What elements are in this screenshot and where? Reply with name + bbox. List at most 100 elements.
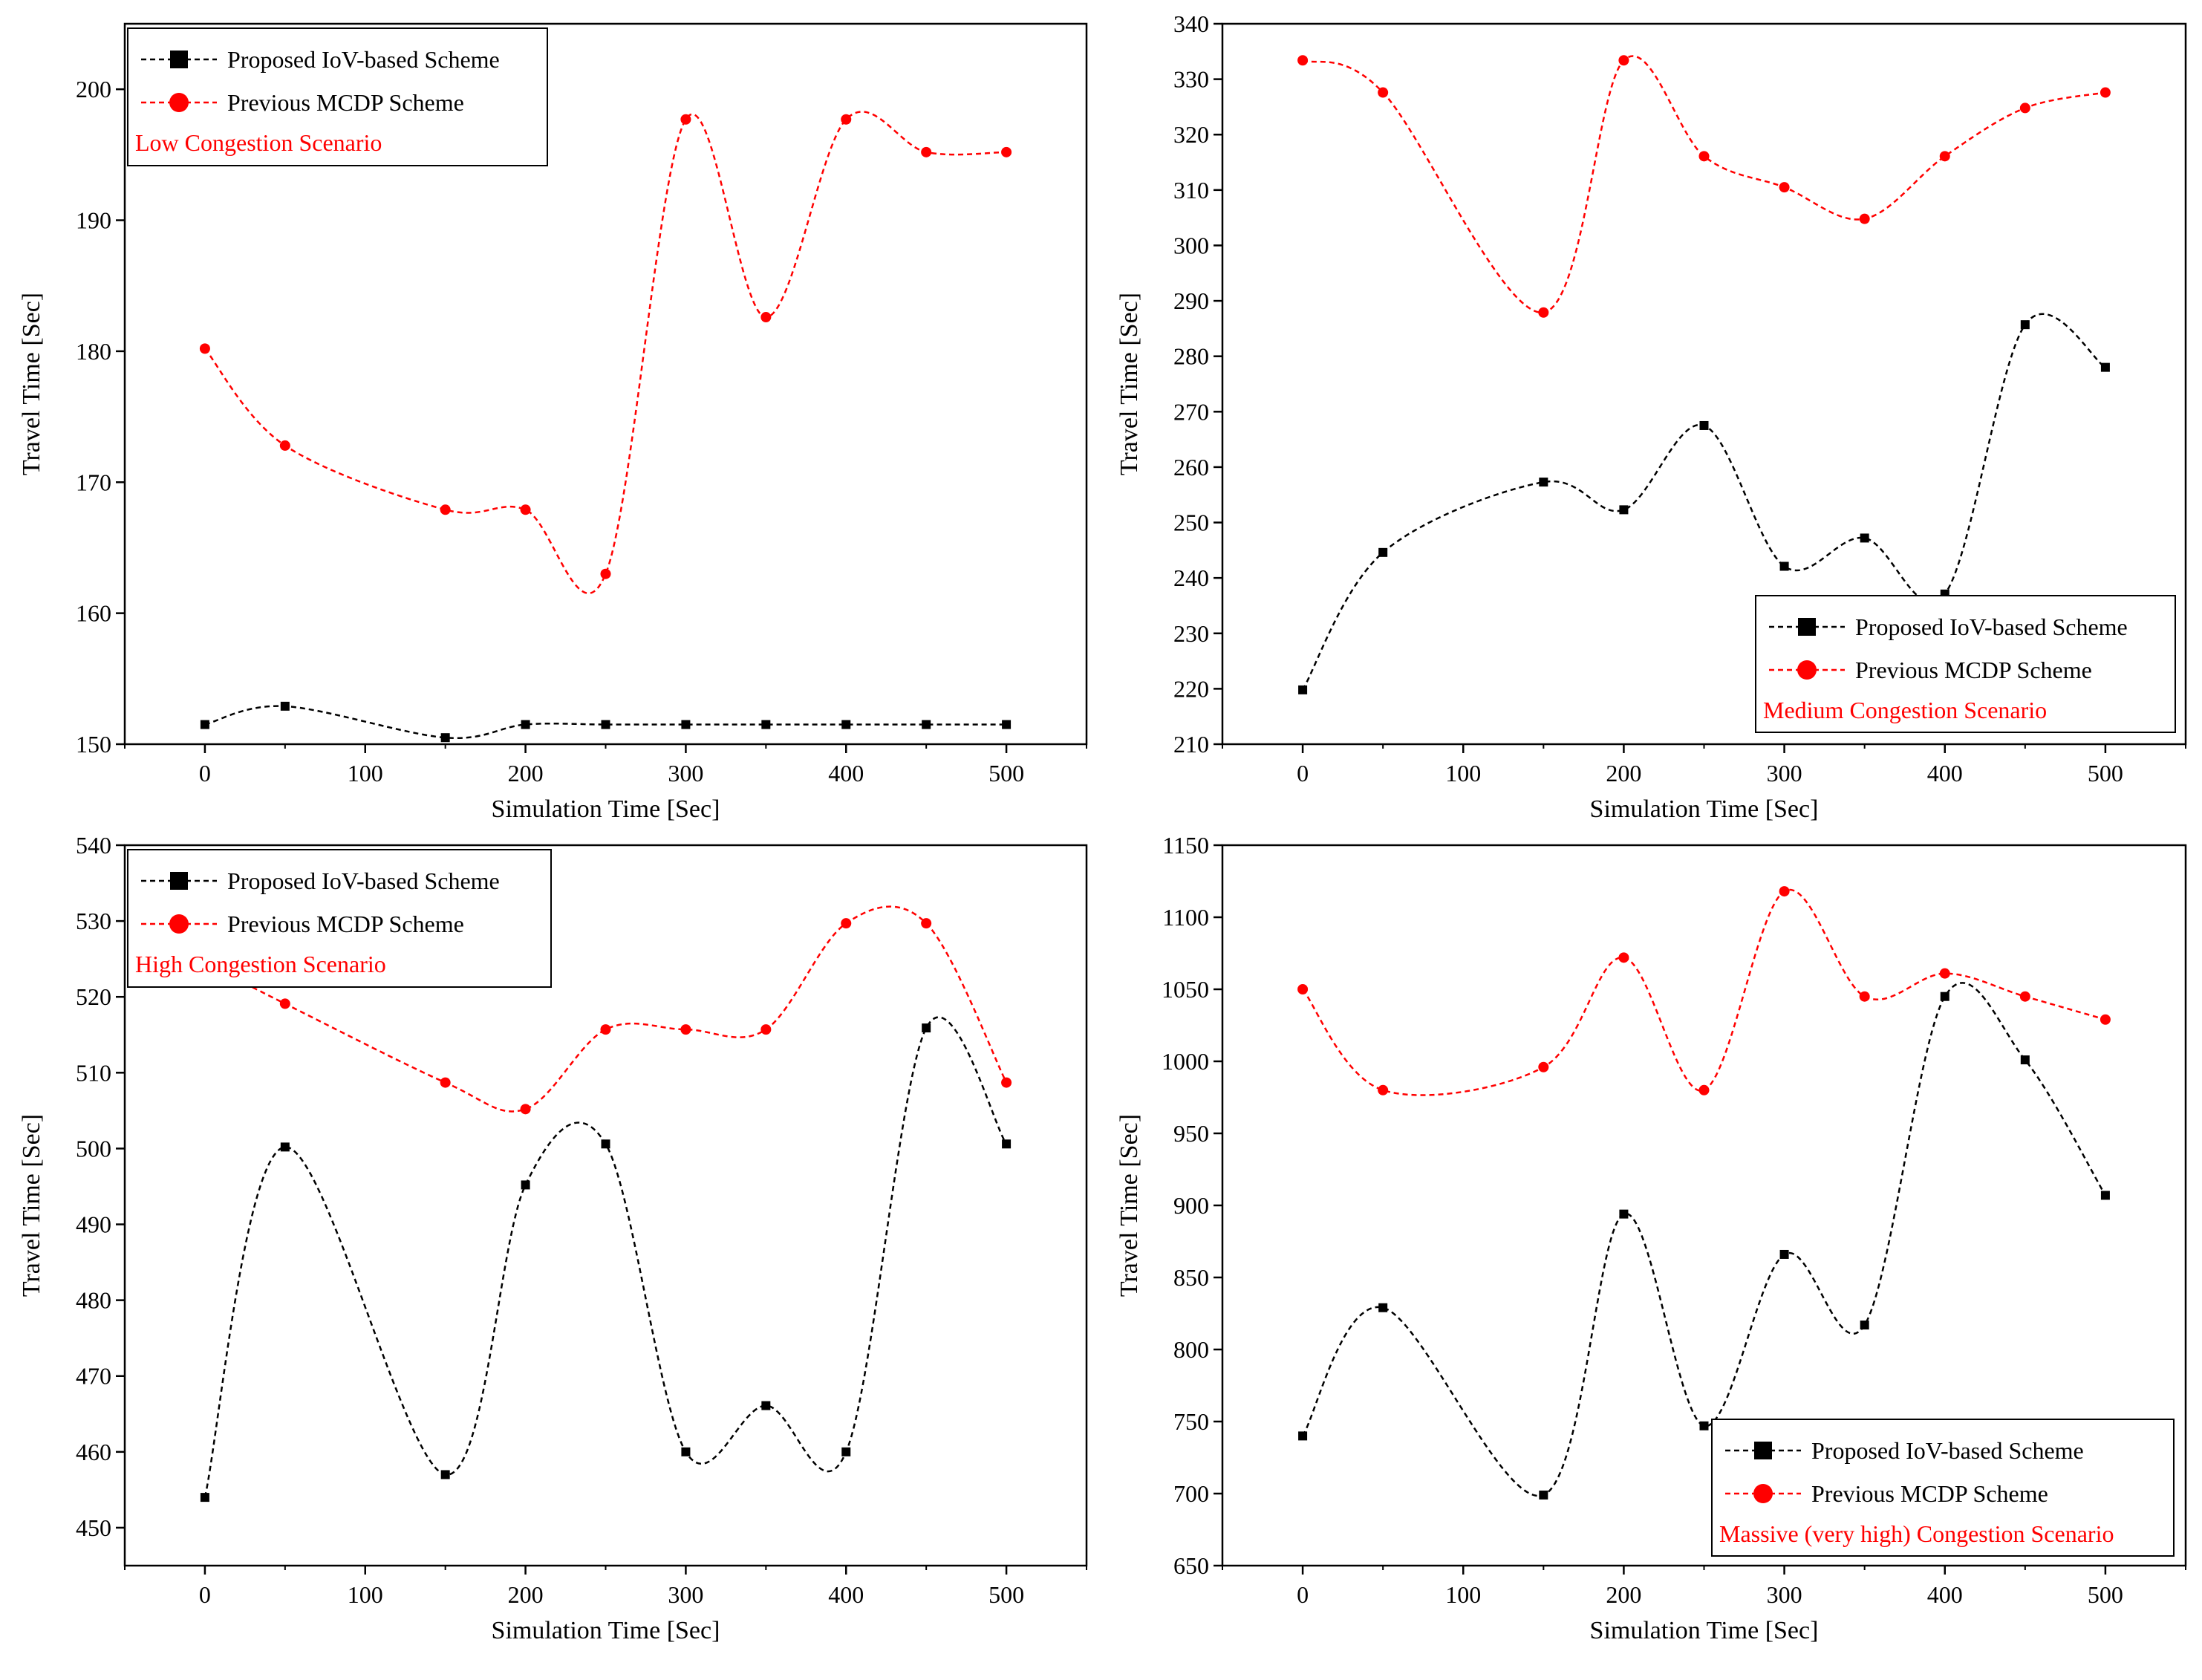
y-tick-label: 180 (76, 338, 111, 365)
data-point-proposed (1378, 1303, 1388, 1312)
data-point-previous (2019, 991, 2030, 1002)
scenario-label: High Congestion Scenario (135, 951, 386, 977)
legend-entry: Proposed IoV-based Scheme (227, 867, 500, 894)
x-tick-label: 300 (1767, 760, 1802, 787)
data-point-proposed (922, 720, 931, 729)
y-tick-label: 1000 (1162, 1048, 1209, 1075)
data-point-previous (600, 568, 611, 579)
x-tick-label: 500 (2088, 760, 2123, 787)
y-tick-label: 160 (76, 600, 111, 627)
y-tick-label: 240 (1173, 564, 1209, 591)
y-axis-label: Travel Time [Sec] (1115, 293, 1143, 475)
x-axis-label: Simulation Time [Sec] (492, 1617, 720, 1644)
series-line-proposed (1302, 982, 2106, 1497)
data-point-previous (1859, 991, 1870, 1002)
y-tick-label: 170 (76, 469, 111, 495)
y-tick-label: 900 (1173, 1192, 1209, 1219)
series-line-previous (1302, 888, 2106, 1096)
data-point-previous (520, 504, 531, 515)
data-point-previous (1779, 886, 1790, 897)
y-tick-label: 150 (76, 731, 111, 758)
data-point-proposed (1940, 992, 1949, 1001)
x-tick-label: 500 (988, 1581, 1024, 1608)
chart-panel-1: 0 100 200 300 400 500 150 160 170 180 190 200 Simula… (18, 22, 1088, 823)
data-point-proposed (2100, 362, 2110, 372)
y-tick-label: 220 (1173, 675, 1209, 702)
data-point-proposed (1002, 1139, 1012, 1149)
x-tick-label: 100 (1445, 760, 1481, 787)
data-point-proposed (1779, 1249, 1789, 1259)
x-axis-label: Simulation Time [Sec] (1590, 1617, 1819, 1644)
legend: Proposed IoV-based Scheme Previous MCDP S… (127, 27, 548, 166)
x-tick-label: 300 (668, 760, 703, 787)
data-point-proposed (1699, 1421, 1709, 1430)
legend-marker-circle (1797, 660, 1817, 680)
legend-entry: Previous MCDP Scheme (227, 89, 464, 116)
series-line-proposed (203, 1016, 1008, 1498)
y-tick-label: 1100 (1162, 904, 1209, 931)
legend-entry: Previous MCDP Scheme (227, 911, 464, 937)
legend-marker-square (1798, 618, 1816, 636)
data-point-previous (2019, 102, 2030, 114)
data-point-proposed (1002, 720, 1012, 729)
data-point-previous (1001, 146, 1012, 157)
y-tick-label: 700 (1173, 1480, 1209, 1507)
y-tick-label: 650 (1173, 1552, 1209, 1579)
data-point-previous (1859, 213, 1870, 224)
x-tick-label: 400 (1927, 760, 1963, 787)
data-point-proposed (1539, 1490, 1548, 1500)
legend-box (127, 849, 552, 988)
legend-entry: Proposed IoV-based Scheme (1855, 613, 2128, 640)
data-point-proposed (521, 720, 530, 729)
y-tick-label: 290 (1173, 287, 1209, 314)
x-tick-label: 200 (508, 1581, 544, 1608)
x-tick-label: 300 (1767, 1581, 1802, 1608)
x-tick-label: 100 (348, 1581, 383, 1608)
y-tick-label: 750 (1173, 1408, 1209, 1435)
data-point-previous (2100, 87, 2111, 98)
y-tick-label: 250 (1173, 509, 1209, 536)
data-point-proposed (1619, 1209, 1629, 1219)
data-point-proposed (1699, 420, 1709, 430)
y-tick-label: 330 (1173, 66, 1209, 93)
y-tick-label: 320 (1173, 121, 1209, 148)
data-point-proposed (841, 1447, 851, 1456)
data-point-proposed (681, 720, 691, 729)
data-point-previous (1618, 55, 1629, 66)
y-tick-label: 280 (1173, 343, 1209, 370)
y-tick-label: 270 (1173, 398, 1209, 425)
legend-marker-circle (169, 93, 189, 112)
data-point-proposed (1298, 685, 1308, 694)
legend-entry: Previous MCDP Scheme (1855, 657, 2092, 683)
legend-box (127, 27, 548, 166)
x-tick-label: 0 (199, 760, 211, 787)
data-point-proposed (521, 1180, 530, 1190)
legend-entry: Proposed IoV-based Scheme (1811, 1437, 2084, 1464)
x-tick-label: 200 (508, 760, 544, 787)
y-axis-label: Travel Time [Sec] (18, 293, 45, 475)
y-tick-label: 210 (1173, 731, 1209, 758)
y-tick-label: 850 (1173, 1264, 1209, 1291)
x-tick-label: 0 (1297, 1581, 1309, 1608)
x-tick-label: 400 (828, 760, 864, 787)
data-point-previous (2100, 1014, 2111, 1025)
y-tick-label: 470 (76, 1363, 111, 1390)
data-point-proposed (1860, 533, 1869, 543)
data-point-proposed (440, 733, 450, 743)
y-tick-label: 500 (76, 1135, 111, 1162)
x-tick-label: 0 (1297, 760, 1309, 787)
data-point-proposed (1378, 547, 1388, 557)
y-tick-label: 230 (1173, 620, 1209, 647)
data-point-proposed (2020, 1055, 2030, 1065)
data-point-previous (1698, 151, 1710, 162)
data-point-proposed (440, 1470, 450, 1479)
y-tick-label: 540 (76, 832, 111, 859)
data-point-previous (1618, 952, 1629, 963)
x-tick-label: 400 (828, 1581, 864, 1608)
data-point-previous (440, 504, 451, 515)
legend-box (1755, 595, 2176, 733)
y-tick-label: 950 (1173, 1120, 1209, 1147)
series-line-previous (1302, 55, 2106, 313)
data-point-proposed (761, 1401, 771, 1410)
x-axis-label: Simulation Time [Sec] (492, 795, 720, 823)
